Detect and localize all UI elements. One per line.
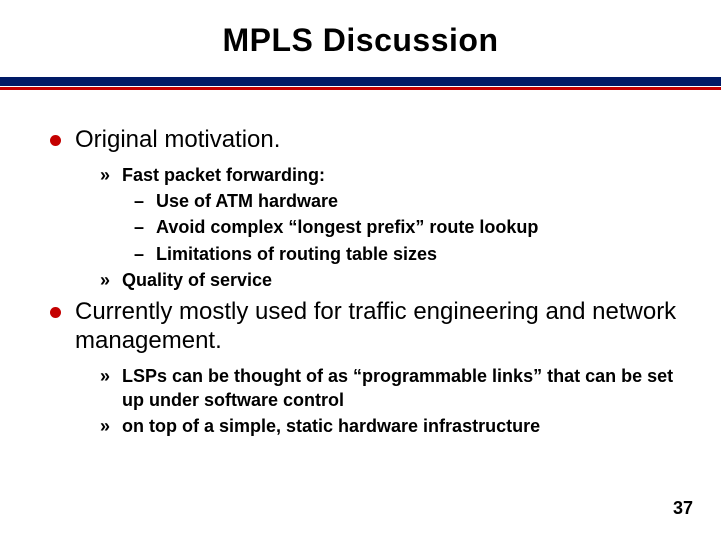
endash-icon: – [134, 189, 156, 213]
raquo-icon: » [100, 364, 122, 388]
bullet-l2: » on top of a simple, static hardware in… [100, 414, 681, 438]
bullet-l2-group: » LSPs can be thought of as “programmabl… [100, 364, 681, 439]
bullet-l2-text: LSPs can be thought of as “programmable … [122, 364, 681, 413]
bullet-l2-group: » Fast packet forwarding: – Use of ATM h… [100, 163, 681, 292]
rule-navy [0, 77, 721, 86]
slide: MPLS Discussion Original motivation. » F… [0, 0, 721, 541]
bullet-l1: Currently mostly used for traffic engine… [50, 298, 681, 356]
content: Original motivation. » Fast packet forwa… [0, 90, 721, 439]
bullet-l2-text: Fast packet forwarding: [122, 163, 325, 187]
bullet-l3-text: Limitations of routing table sizes [156, 242, 437, 266]
bullet-l1: Original motivation. [50, 126, 681, 155]
raquo-icon: » [100, 268, 122, 292]
dot-icon [50, 135, 61, 146]
bullet-l3: – Avoid complex “longest prefix” route l… [134, 215, 681, 239]
bullet-l3-text: Avoid complex “longest prefix” route loo… [156, 215, 538, 239]
bullet-l3: – Use of ATM hardware [134, 189, 681, 213]
bullet-l1-text: Currently mostly used for traffic engine… [75, 298, 681, 356]
title-band: MPLS Discussion [0, 0, 721, 59]
bullet-l1-text: Original motivation. [75, 126, 280, 155]
bullet-l2-text: Quality of service [122, 268, 272, 292]
title-rule [0, 77, 721, 90]
raquo-icon: » [100, 163, 122, 187]
dot-icon [50, 307, 61, 318]
bullet-l2-text: on top of a simple, static hardware infr… [122, 414, 540, 438]
bullet-l2: » LSPs can be thought of as “programmabl… [100, 364, 681, 413]
page-number: 37 [673, 498, 693, 519]
endash-icon: – [134, 215, 156, 239]
bullet-l3-group: – Use of ATM hardware – Avoid complex “l… [134, 189, 681, 266]
raquo-icon: » [100, 414, 122, 438]
slide-title: MPLS Discussion [0, 22, 721, 59]
bullet-l3: – Limitations of routing table sizes [134, 242, 681, 266]
bullet-l3-text: Use of ATM hardware [156, 189, 338, 213]
bullet-l2: » Quality of service [100, 268, 681, 292]
endash-icon: – [134, 242, 156, 266]
bullet-l2: » Fast packet forwarding: [100, 163, 681, 187]
